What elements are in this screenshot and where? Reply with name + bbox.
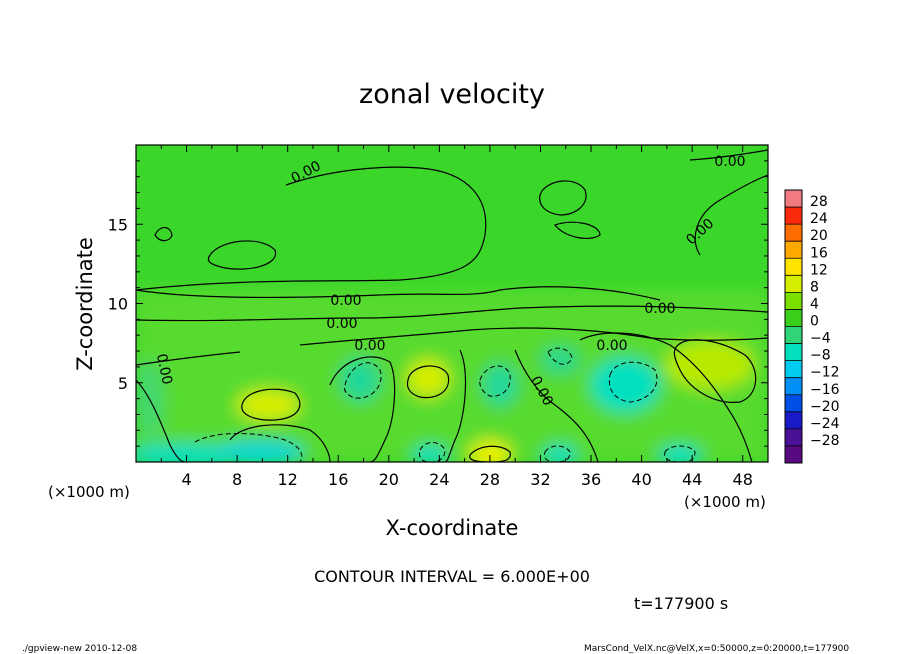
x-axis-tick-labels: 4 8 12 16 20 24 28 32 36 40 44 48 [181,470,752,489]
colorbar-segment [785,445,802,463]
colorbar-level-label: −4 [810,331,831,347]
y-axis-label: Z-coordinate [73,237,97,371]
x-tick-label: 28 [480,470,500,489]
x-tick-label: 44 [682,470,702,489]
x-axis-ticks [160,145,744,462]
footer-left: ./gpview-new 2010-12-08 [22,644,137,654]
colorbar-segment [785,309,802,327]
y-tick-label: 15 [108,215,128,234]
colorbar-level-label: 16 [810,245,828,261]
colorbar-level-label: 8 [810,279,819,295]
y-axis-tick-labels: 5 10 15 [108,215,128,393]
colorbar-segment [785,241,802,259]
negative-contour-lines [194,347,696,462]
x-tick-label: 40 [631,470,651,489]
colorbar-level-label: −12 [810,365,840,381]
x-tick-label: 32 [530,470,550,489]
colorbar-segment [785,275,802,293]
colorbar-segment [785,326,802,345]
colorbar-level-label: 24 [810,211,828,227]
colorbar-level-label: 0 [810,314,819,330]
colorbar-segment [785,411,802,430]
x-tick-label: 20 [379,470,399,489]
colorbar-level-label: 28 [810,194,828,210]
y-axis-ticks [136,160,768,447]
time-label: t=177900 s [634,594,728,613]
contour-label: 0.00 [354,338,385,354]
colorbar-segment [785,360,802,379]
colorbar-level-label: 4 [810,296,819,312]
x-unit-left: (×1000 m) [48,483,130,501]
colorbar-level-label: −20 [810,399,840,415]
colorbar-level-label: 20 [810,228,828,244]
x-unit-right: (×1000 m) [684,493,766,511]
contour-label: 0.00 [330,293,361,309]
colorbar-level-label: −24 [810,416,840,432]
contour-label: 0.00 [596,338,627,354]
x-tick-label: 24 [429,470,449,489]
colorbar-segment [785,190,802,208]
x-tick-label: 36 [581,470,601,489]
chart-title: zonal velocity [359,79,545,110]
contour-lines [136,149,768,462]
y-tick-label: 10 [108,295,128,314]
x-axis-label: X-coordinate [386,516,519,540]
contour-label: 0.00 [714,154,745,170]
colorbar-segment [785,207,802,225]
x-tick-label: 8 [232,470,242,489]
x-tick-label: 16 [328,470,348,489]
plot-area: 0.00 0.00 0.00 0.00 0.00 0.00 0.00 0.00 … [136,145,768,462]
x-tick-label: 12 [278,470,298,489]
colorbar-segment [785,377,802,396]
colorbar-level-label: −28 [810,433,840,449]
colorbar-segment [785,258,802,276]
colorbar-segment [785,428,802,447]
colorbar-segment [785,224,802,242]
contour-label: 0.00 [326,316,357,332]
contour-label: 0.00 [153,352,175,386]
colorbar [784,189,803,464]
colorbar-segment [785,292,802,310]
colorbar-level-label: −16 [810,382,840,398]
x-tick-label: 4 [181,470,191,489]
colorbar-segment [785,394,802,413]
colorbar-segment [785,343,802,362]
x-tick-label: 48 [733,470,753,489]
y-tick-label: 5 [118,374,128,393]
footer-right: MarsCond_VelX.nc@VelX,x=0:50000,z=0:2000… [584,644,849,654]
colorbar-level-label: 12 [810,262,828,278]
contour-interval: CONTOUR INTERVAL = 6.000E+00 [314,567,590,586]
colorbar-level-label: −8 [810,348,831,364]
velocity-field-shading [136,290,768,462]
contour-label: 0.00 [644,301,675,317]
